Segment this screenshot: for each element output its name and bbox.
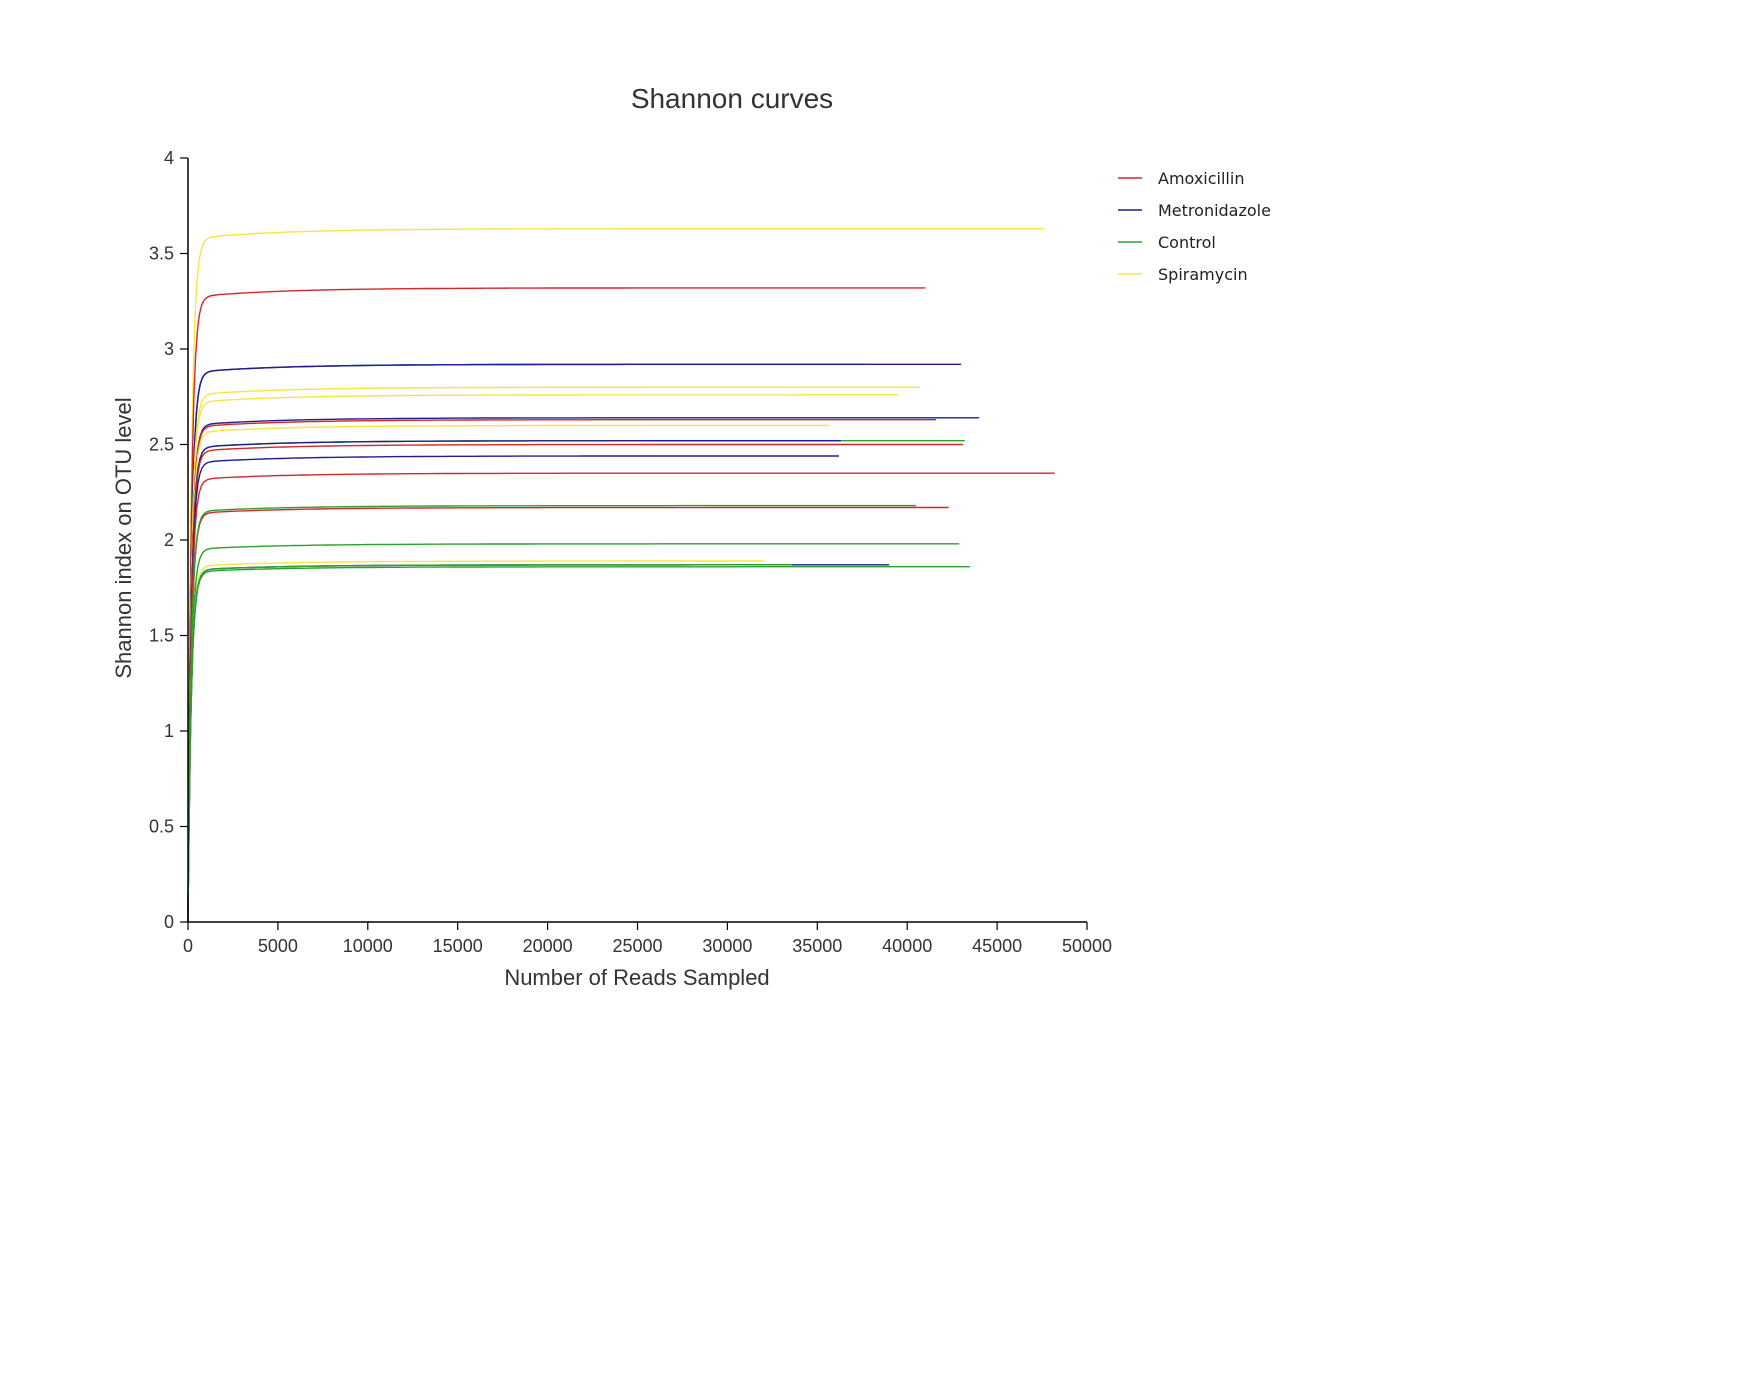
x-tick-label: 15000: [433, 936, 483, 956]
y-tick-label: 1.5: [149, 626, 174, 646]
series-line-amoxicillin-7: [187, 419, 936, 922]
legend-label-metronidazole: Metronidazole: [1158, 201, 1271, 220]
y-tick-label: 2.5: [149, 435, 174, 455]
series-line-metronidazole-12: [187, 455, 839, 922]
y-tick-label: 3.5: [149, 244, 174, 264]
x-axis-title: Number of Reads Sampled: [504, 965, 769, 990]
y-tick-label: 0: [164, 912, 174, 932]
series-line-metronidazole-2: [187, 363, 962, 923]
y-tick-label: 0.5: [149, 817, 174, 837]
series-line-metronidazole-6: [187, 417, 980, 923]
x-tick-label: 20000: [523, 936, 573, 956]
legend: Amoxicillin Metronidazole Control Spiramyci…: [1118, 169, 1271, 284]
x-tick-label: 5000: [258, 936, 298, 956]
x-tick-label: 10000: [343, 936, 393, 956]
series-line-control-20: [187, 564, 793, 922]
legend-label-control: Control: [1158, 233, 1216, 252]
x-tick-label: 35000: [792, 936, 842, 956]
series-line-amoxicillin-11: [187, 443, 963, 923]
series-line-amoxicillin-14: [187, 506, 949, 922]
series-layer: [187, 227, 1055, 923]
series-line-spiramycin-4: [187, 386, 920, 922]
x-tick-label: 30000: [702, 936, 752, 956]
series-line-control-15: [187, 504, 917, 922]
series-line-metronidazole-18: [187, 564, 890, 922]
y-tick-label: 1: [164, 721, 174, 741]
series-line-spiramycin-5: [187, 394, 899, 922]
y-tick-label: 3: [164, 339, 174, 359]
series-line-control-16: [187, 543, 960, 923]
series-line-metronidazole-3: [187, 363, 866, 922]
y-tick-label: 2: [164, 530, 174, 550]
y-axis-title: Shannon index on OTU level: [111, 397, 136, 678]
series-line-control-19: [187, 566, 971, 923]
series-line-metronidazole-10: [187, 440, 841, 922]
chart-title: Shannon curves: [631, 83, 833, 114]
series-line-spiramycin-8: [187, 424, 830, 922]
legend-label-amoxicillin: Amoxicillin: [1158, 169, 1244, 188]
x-tick-label: 50000: [1062, 936, 1112, 956]
series-line-spiramycin-17: [187, 560, 764, 922]
x-tick-label: 25000: [612, 936, 662, 956]
series-line-spiramycin-0: [187, 227, 1044, 923]
x-tick-label: 45000: [972, 936, 1022, 956]
legend-label-spiramycin: Spiramycin: [1158, 265, 1248, 284]
series-line-amoxicillin-13: [187, 472, 1055, 923]
series-line-control-9: [187, 440, 965, 923]
axes-layer: 0 0.5 1 1.5 2 2.5 3 3.5 4 0 5000 10000 15000 20000 250…: [149, 148, 1112, 956]
series-line-amoxicillin-1: [187, 287, 926, 922]
x-tick-label: 40000: [882, 936, 932, 956]
y-tick-label: 4: [164, 148, 174, 168]
x-tick-label: 0: [183, 936, 193, 956]
